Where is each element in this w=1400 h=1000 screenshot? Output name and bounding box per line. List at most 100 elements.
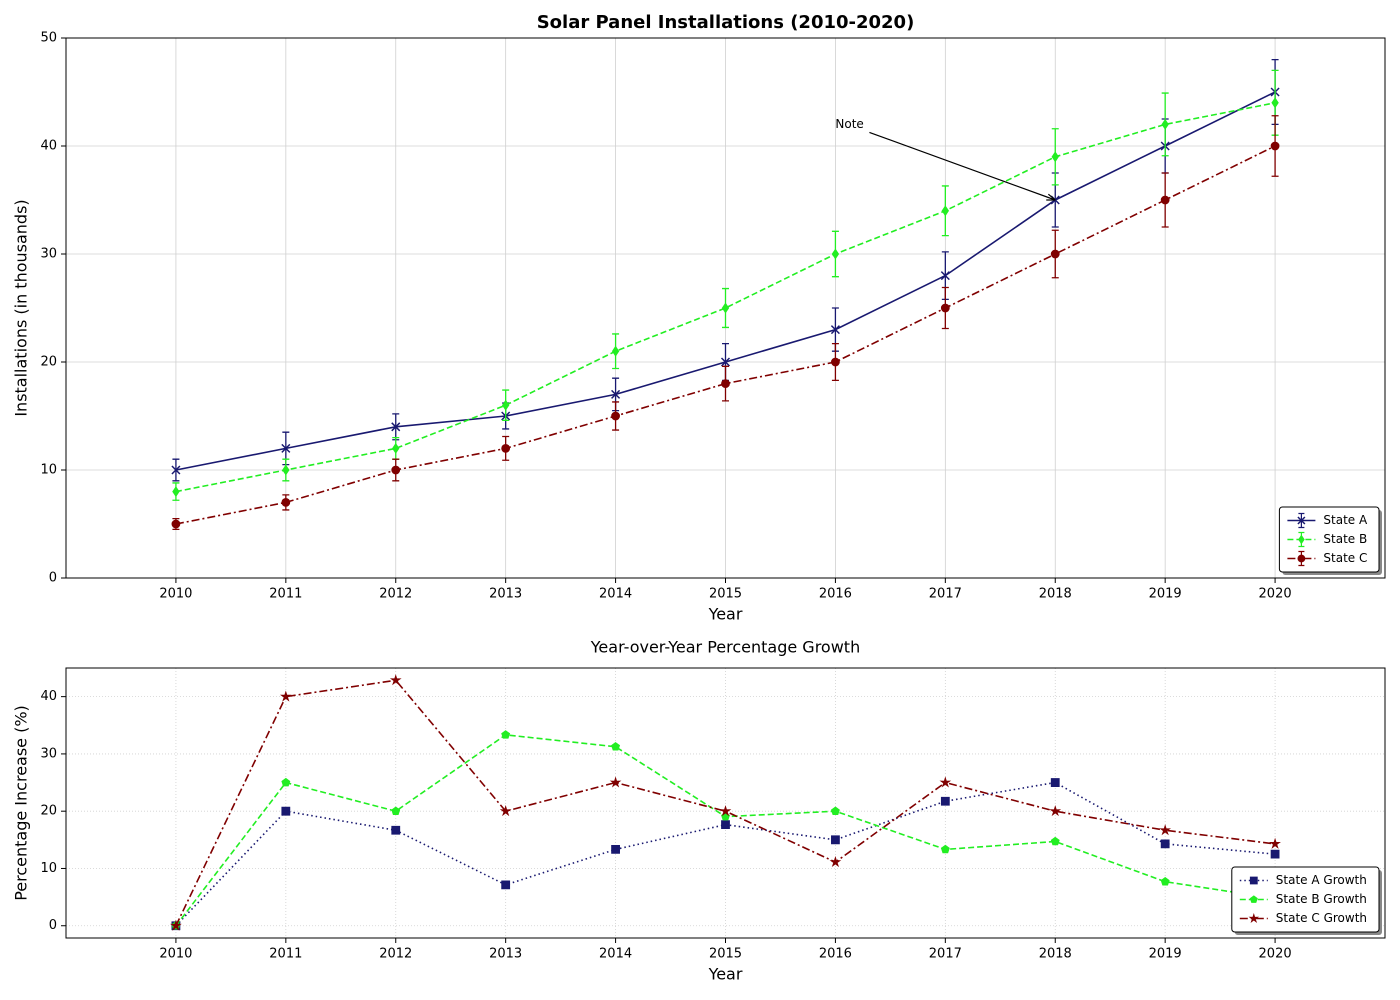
y-tick-label: 10	[40, 463, 57, 478]
x-axis-label: Year	[708, 965, 743, 984]
data-point	[1270, 141, 1280, 151]
x-tick-label: 2019	[1149, 947, 1182, 962]
data-point	[940, 844, 950, 854]
data-point	[1159, 824, 1171, 836]
x-tick-label: 2011	[269, 947, 302, 962]
data-point	[721, 820, 730, 830]
legend-marker	[1298, 534, 1305, 545]
x-tick-label: 2010	[159, 947, 192, 962]
x-tick-label: 2019	[1149, 587, 1182, 602]
annotation-text: Note	[835, 117, 863, 131]
data-point	[940, 303, 950, 313]
legend-label: State B Growth	[1276, 892, 1367, 906]
data-point	[1160, 877, 1170, 886]
data-point	[719, 805, 732, 817]
data-point	[1269, 837, 1281, 849]
legend-label: State B	[1323, 532, 1367, 546]
data-point	[939, 776, 952, 788]
data-point	[830, 325, 840, 335]
legend-marker	[1248, 912, 1260, 923]
y-tick-label: 30	[40, 746, 57, 761]
data-point	[391, 465, 401, 475]
data-point	[501, 880, 511, 890]
x-tick-label: 2011	[269, 587, 302, 602]
data-point	[941, 205, 950, 217]
data-point	[611, 844, 620, 854]
y-tick-label: 30	[40, 247, 57, 262]
legend-label: State A Growth	[1276, 873, 1367, 887]
data-point	[1050, 778, 1060, 787]
legend	[1231, 866, 1380, 933]
y-tick-label: 50	[40, 31, 57, 46]
y-tick-label: 20	[40, 804, 57, 819]
legend-label: State A	[1323, 513, 1368, 527]
x-tick-label: 2020	[1259, 947, 1292, 962]
data-point	[391, 825, 401, 835]
plot-frame	[65, 37, 1386, 579]
chart-title: Solar Panel Installations (2010-2020)	[537, 12, 915, 33]
y-tick-label: 40	[40, 689, 57, 704]
x-tick-label: 2017	[929, 947, 962, 962]
x-tick-label: 2016	[819, 587, 852, 602]
data-point	[1161, 118, 1169, 130]
annotation-arrowhead	[1046, 193, 1056, 201]
data-point	[721, 302, 730, 314]
data-point	[1049, 805, 1062, 817]
data-point	[280, 690, 292, 702]
data-point	[281, 498, 291, 507]
legend-label: State C	[1323, 551, 1367, 565]
data-point	[281, 443, 291, 453]
x-tick-label: 2016	[819, 947, 852, 962]
data-point	[721, 379, 730, 388]
data-point	[1050, 249, 1060, 259]
data-point	[1050, 836, 1060, 846]
data-point	[170, 919, 182, 931]
data-point	[611, 411, 620, 421]
data-point	[940, 271, 950, 281]
legend-label: State C Growth	[1276, 911, 1367, 925]
data-point	[282, 464, 290, 476]
data-point	[392, 442, 400, 454]
data-point	[1271, 97, 1279, 109]
x-tick-label: 2018	[1039, 587, 1072, 602]
plot-frame	[65, 667, 1386, 939]
y-axis-label: Installations (in thousands)	[12, 199, 31, 416]
data-point	[391, 806, 401, 815]
data-point	[611, 389, 621, 399]
data-point	[611, 742, 621, 751]
x-axis-label: Year	[708, 605, 743, 624]
data-point	[501, 444, 511, 453]
x-tick-label: 2014	[599, 587, 632, 602]
x-tick-label: 2012	[379, 587, 412, 602]
data-point	[720, 357, 731, 367]
x-tick-label: 2010	[159, 587, 192, 602]
series-line	[175, 102, 1276, 493]
data-point	[281, 777, 291, 787]
y-tick-label: 40	[40, 139, 57, 154]
data-point	[391, 422, 401, 432]
data-point	[389, 674, 402, 686]
data-point	[831, 248, 840, 260]
data-point	[501, 730, 511, 739]
x-tick-label: 2013	[489, 587, 522, 602]
subplot: 2010 2011 2012 2013 2014 2015 2016 2017 2018 2019…	[12, 638, 1386, 984]
data-point	[831, 357, 840, 367]
data-point	[1270, 849, 1280, 859]
data-point	[609, 776, 622, 788]
data-point	[281, 806, 291, 816]
data-point	[171, 465, 181, 475]
data-point	[829, 855, 842, 868]
x-tick-label: 2012	[379, 947, 412, 962]
data-point	[171, 519, 181, 529]
legend-marker	[1297, 516, 1306, 525]
x-tick-label: 2014	[599, 947, 632, 962]
y-tick-label: 20	[40, 355, 57, 370]
y-tick-label: 0	[49, 571, 57, 586]
subplot: 2010 2011 2012 2013 2014 2015 2016 2017 2018 2019…	[12, 12, 1386, 624]
x-tick-label: 2015	[709, 587, 742, 602]
data-point	[499, 805, 512, 817]
y-tick-label: 0	[49, 918, 57, 933]
x-tick-label: 2017	[929, 587, 962, 602]
chart-title: Year-over-Year Percentage Growth	[590, 638, 860, 657]
